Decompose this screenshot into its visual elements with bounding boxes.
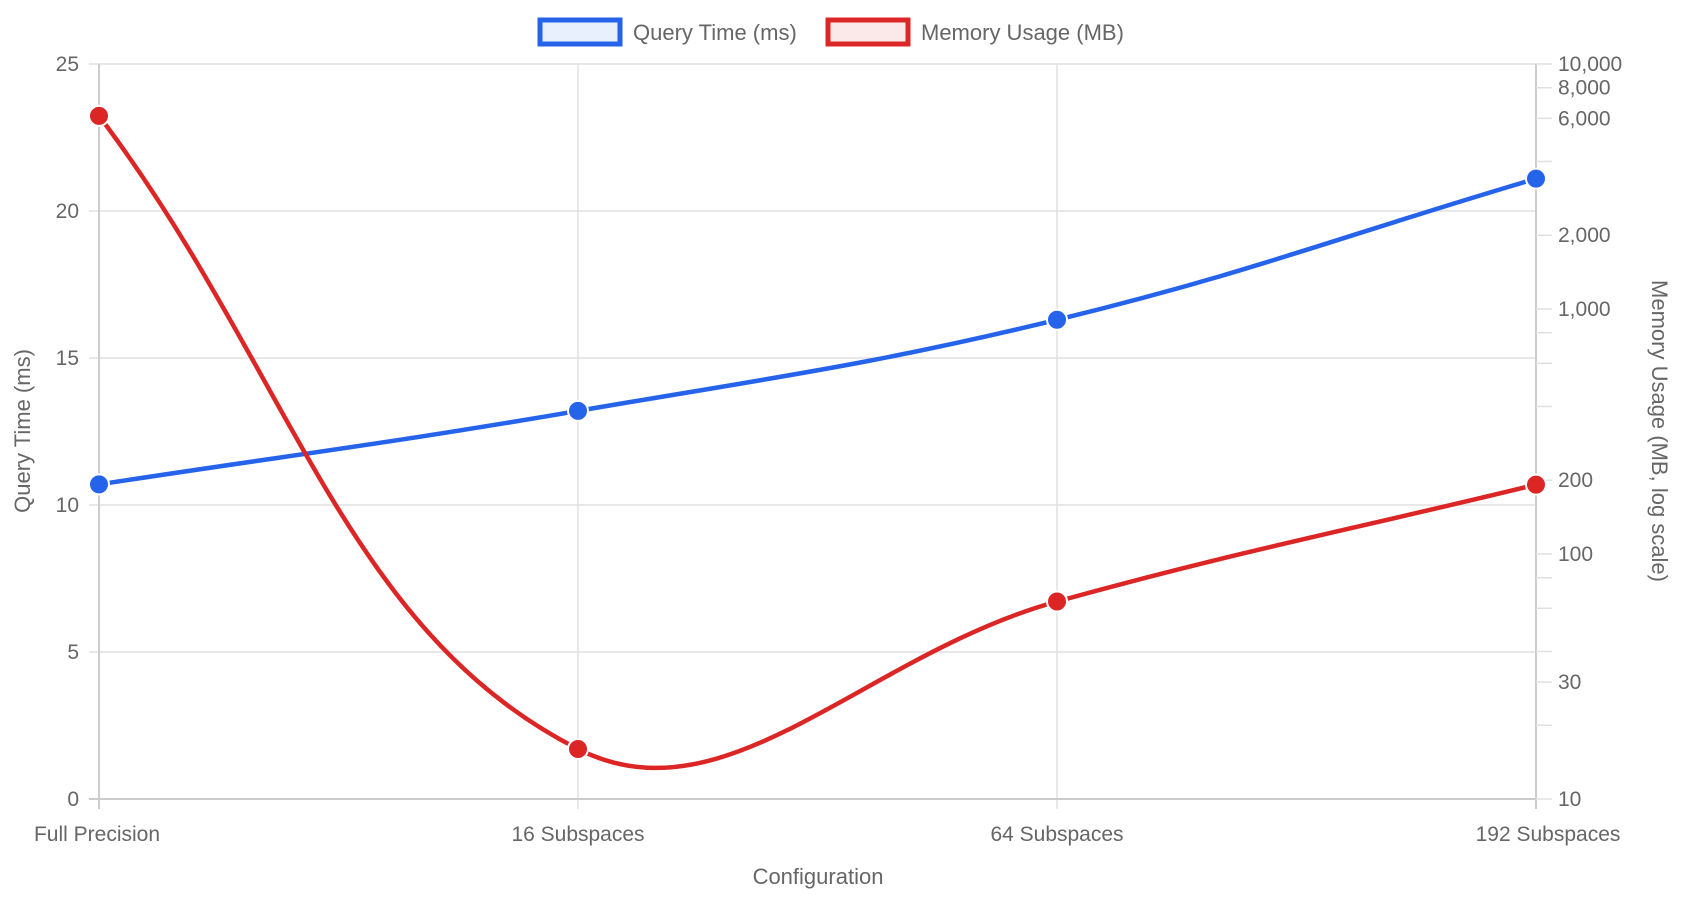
x-tick-label: Full Precision (34, 823, 160, 846)
x-tick-label: 192 Subspaces (1476, 823, 1621, 846)
left-tick-label: 10 (56, 494, 79, 517)
x-axis-title: Configuration (753, 864, 884, 889)
data-point (567, 737, 589, 760)
right-tick-label: 200 (1558, 469, 1593, 492)
legend-label: Memory Usage (MB) (921, 20, 1124, 45)
left-tick-label: 25 (56, 53, 79, 76)
data-point (1525, 167, 1547, 190)
x-tick-label: 64 Subspaces (990, 823, 1123, 846)
left-tick-label: 15 (56, 347, 79, 370)
legend[interactable]: Query Time (ms) Memory Usage (MB) (537, 17, 1124, 47)
data-point (1046, 590, 1068, 613)
right-tick-label: 10,000 (1558, 53, 1622, 76)
left-tick-label: 20 (56, 200, 79, 223)
left-tick-label: 5 (67, 641, 79, 664)
right-tick-label: 10 (1558, 788, 1581, 811)
series-line-1 (97, 114, 1537, 771)
data-point (1046, 308, 1068, 331)
x-tick-label: 16 Subspaces (511, 823, 644, 846)
right-tick-label: 2,000 (1558, 224, 1611, 247)
left-tick-label: 0 (67, 788, 79, 811)
right-tick-label: 8,000 (1558, 77, 1611, 100)
legend-swatch (825, 17, 911, 47)
data-point (88, 104, 110, 127)
data-point (88, 473, 110, 496)
right-tick-label: 100 (1558, 543, 1593, 566)
right-axis-title: Memory Usage (MB, log scale) (1647, 280, 1672, 582)
left-axis-title: Query Time (ms) (10, 349, 35, 513)
grid (89, 63, 1537, 809)
axes: 0 5 10 15 20 25 Full Precision 16 Subspaces 64 S… (34, 53, 1622, 846)
right-tick-label: 1,000 (1558, 298, 1611, 321)
legend-item-0[interactable]: Query Time (ms) (537, 17, 797, 47)
legend-item-1[interactable]: Memory Usage (MB) (825, 17, 1124, 47)
legend-swatch (537, 17, 623, 47)
right-tick-label: 6,000 (1558, 107, 1611, 130)
series-line-0 (98, 176, 1537, 487)
data-point (1525, 473, 1547, 496)
data-point (567, 399, 589, 422)
right-tick-label: 30 (1558, 671, 1581, 694)
series (88, 104, 1547, 771)
legend-label: Query Time (ms) (633, 20, 797, 45)
